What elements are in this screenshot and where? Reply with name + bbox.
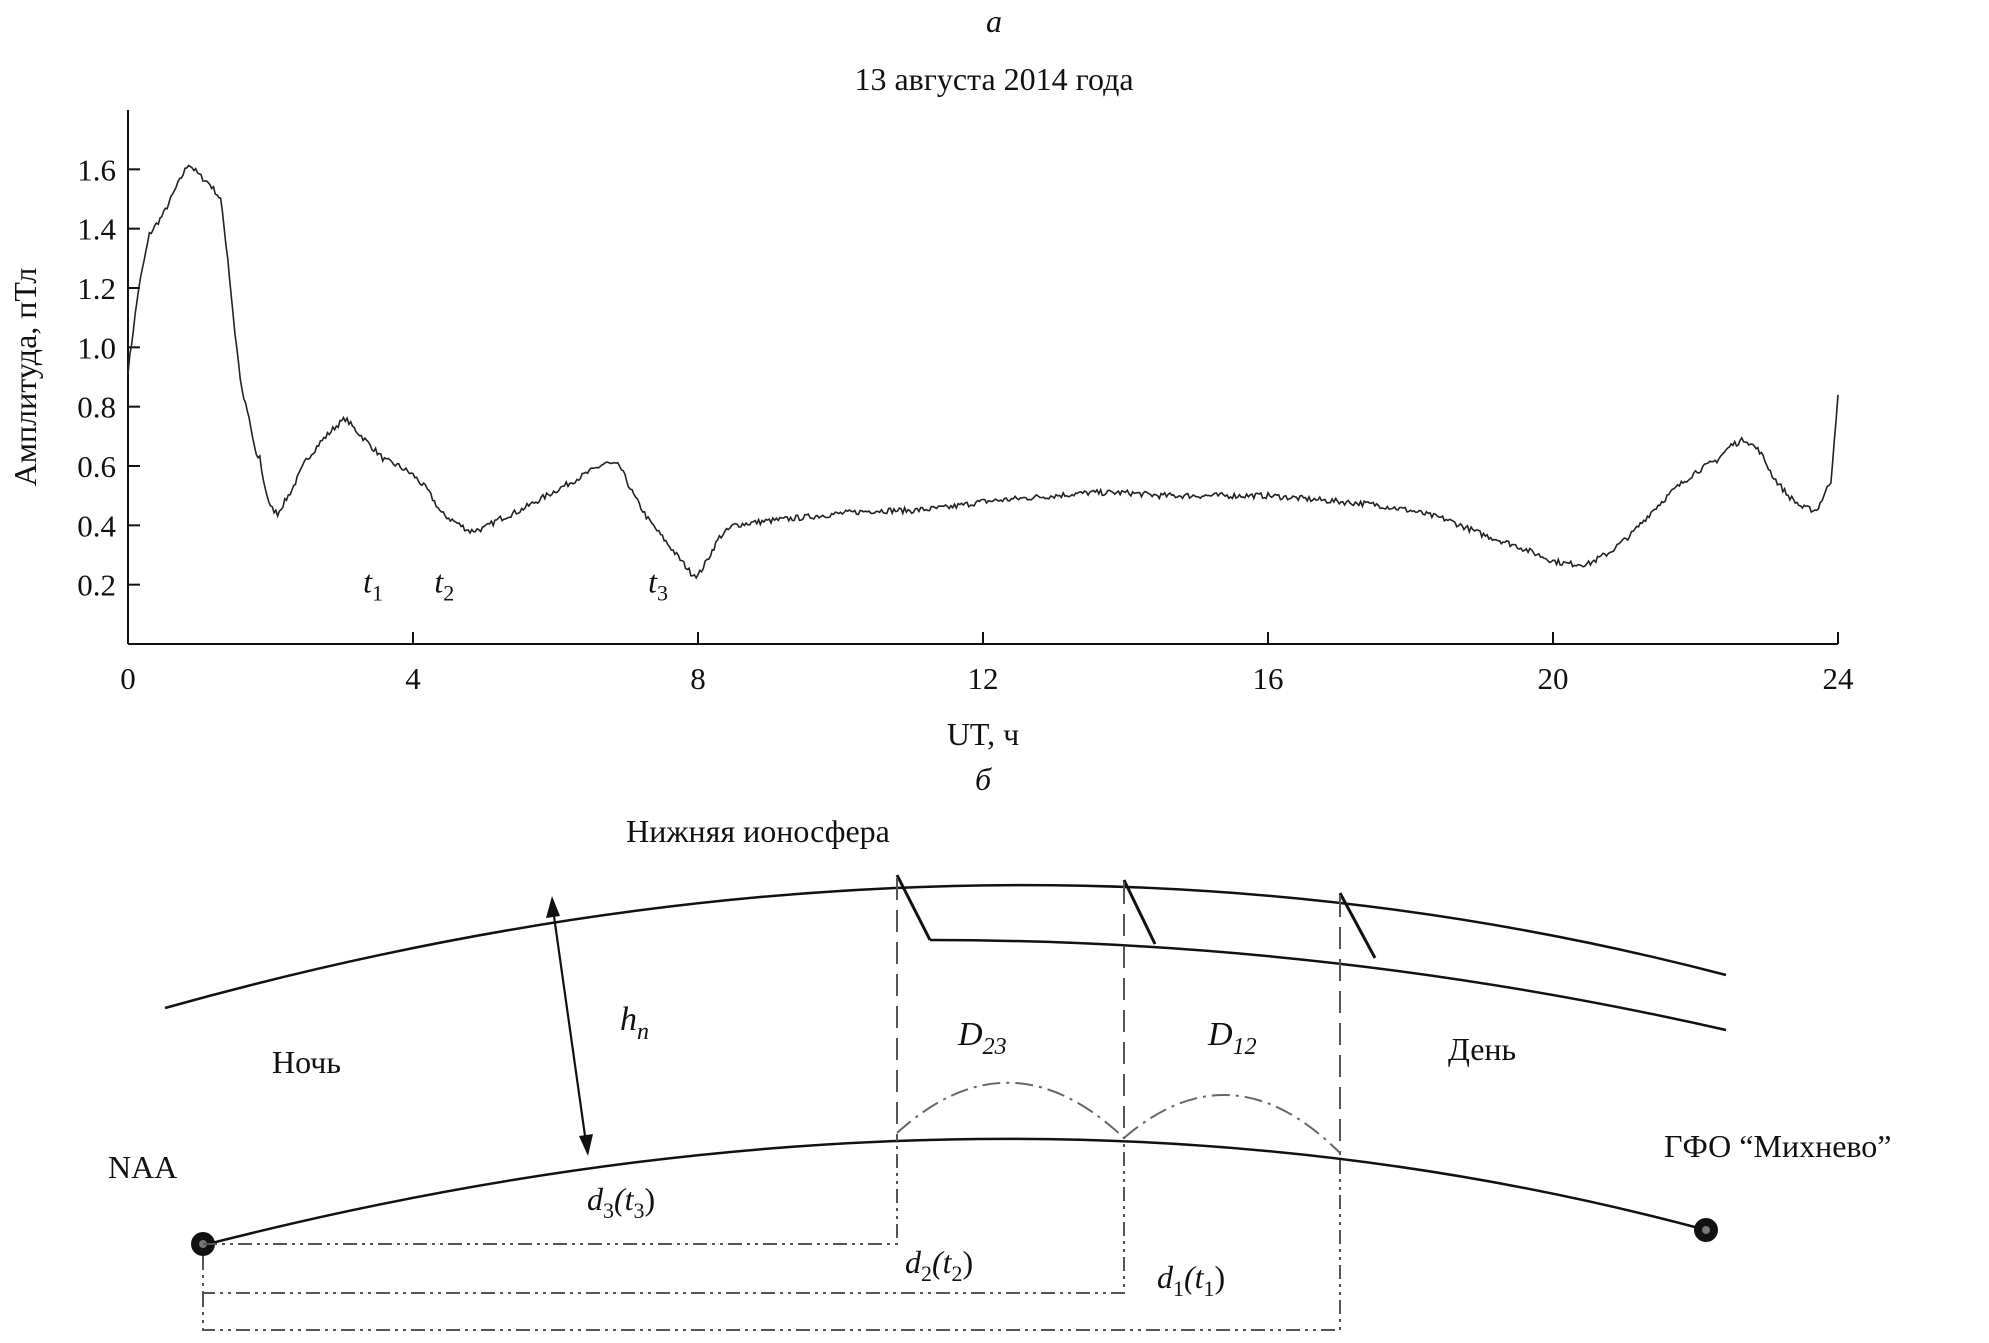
x-tick-label: 4 [405, 661, 421, 696]
x-tick-label: 24 [1823, 661, 1855, 696]
chart-title: 13 августа 2014 года [854, 61, 1133, 97]
y-tick-label: 0.8 [77, 390, 116, 425]
distance-bracket-d2 [202, 1138, 1125, 1294]
distance-label-d3: d3(t3) [587, 1181, 655, 1223]
time-marker-t3: t3 [648, 564, 668, 606]
y-tick-label: 1.4 [77, 212, 116, 247]
earth-surface [199, 1137, 1707, 1248]
height-arrow-head-top [546, 896, 560, 918]
hop-arc-1 [896, 1081, 1125, 1139]
ionosphere-boundary-upper [164, 883, 1727, 1010]
y-tick-label: 1.0 [77, 330, 116, 365]
d12-label: D12 [1207, 1016, 1257, 1060]
d23-label: D23 [957, 1016, 1007, 1060]
distance-label-d1: d1(t1) [1157, 1259, 1225, 1301]
height-arrow-head-bottom [579, 1134, 593, 1156]
time-marker-t1: t1 [363, 564, 383, 606]
receiver-marker-center [1702, 1226, 1710, 1234]
time-marker-t2: t2 [434, 564, 454, 606]
time-markers: t1 t2 t3 [363, 564, 668, 606]
day-label: День [1448, 1031, 1516, 1067]
distance-brackets [202, 1138, 1341, 1331]
y-tick-label: 1.6 [77, 152, 116, 187]
x-axis-label: UT, ч [947, 716, 1019, 752]
x-tick-label: 20 [1538, 661, 1569, 696]
x-tick-label: 8 [690, 661, 706, 696]
receiver-label: ГФО “Михнево” [1664, 1128, 1891, 1164]
terminator-step-2 [1122, 879, 1157, 945]
height-arrow [550, 901, 589, 1151]
panel-b-label: б [975, 761, 992, 797]
y-tick-label: 0.6 [77, 449, 116, 484]
terminator-step-1 [895, 874, 932, 941]
ionosphere-boundary-day [929, 938, 1727, 1032]
y-tick-label: 0.2 [77, 568, 116, 603]
chart-plot-area: 0.20.40.60.81.01.21.41.6 0 4 8 12 16 20 24 t1 t… [77, 110, 1854, 696]
y-tick-label: 0.4 [77, 508, 116, 543]
distance-label-d2: d2(t2) [905, 1244, 973, 1286]
y-axis-label: Амплитуда, пТл [7, 268, 43, 487]
distance-bracket-d1 [202, 1153, 1341, 1331]
panel-a-label: а [986, 3, 1002, 39]
x-tick-label: 0 [120, 661, 136, 696]
x-tick-label: 16 [1253, 661, 1284, 696]
terminator-step-3 [1338, 892, 1377, 959]
height-label: hn [620, 1001, 649, 1045]
x-ticks: 0 4 8 12 16 20 24 [120, 632, 1854, 696]
transmitter-label: NAA [108, 1149, 177, 1185]
y-tick-label: 1.2 [77, 271, 116, 306]
amplitude-series-line [127, 164, 1839, 580]
ionosphere-label: Нижняя ионосфера [626, 813, 890, 849]
night-label: Ночь [272, 1044, 341, 1080]
distance-bracket-d3 [203, 1138, 898, 1245]
y-ticks: 0.2 0.4 0.6 0.8 1.0 1.2 1.4 1.6 [77, 152, 140, 603]
hop-arc-2 [1123, 1093, 1341, 1154]
x-tick-label: 12 [968, 661, 999, 696]
